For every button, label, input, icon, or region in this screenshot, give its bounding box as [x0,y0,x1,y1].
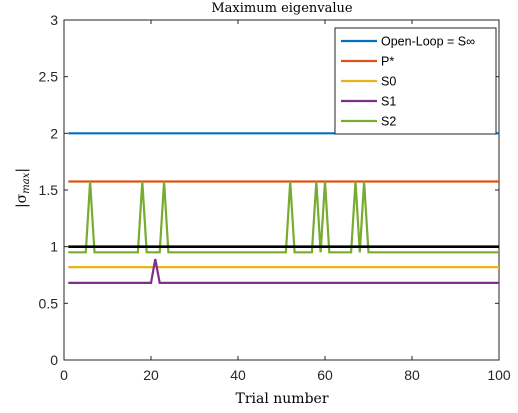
legend-entry: S0 [381,75,396,89]
y-tick-label: 0 [50,352,58,368]
legend-entry: S1 [381,95,396,109]
y-tick-label: 3 [50,12,58,28]
x-tick-label: 40 [230,367,246,383]
x-tick-label: 60 [317,367,333,383]
y-tick-label: 2.5 [39,69,59,85]
y-tick-label: 2 [50,125,58,141]
x-axis-label: Trial number [235,391,328,407]
y-tick-label: 0.5 [39,295,59,311]
x-tick-label: 100 [487,367,511,383]
legend-entry: Open-Loop = S∞ [381,35,475,49]
y-axis-label: |σmax| [14,168,32,208]
chart-title: Maximum eigenvalue [211,1,353,16]
legend-entry: S2 [381,115,396,129]
series-line-s1 [68,258,499,284]
x-tick-label: 0 [60,367,68,383]
x-tick-label: 20 [143,367,159,383]
y-tick-label: 1.5 [39,182,59,198]
x-axis-ticks: 0 20 40 60 80 100 [60,20,511,383]
series-layer [68,132,499,284]
legend-entry: P* [381,55,394,69]
x-tick-label: 80 [404,367,420,383]
series-line-s2 [68,181,499,254]
legend: Open-Loop = S∞ P* S0 S1 S2 [334,27,497,135]
y-tick-label: 1 [50,239,58,255]
